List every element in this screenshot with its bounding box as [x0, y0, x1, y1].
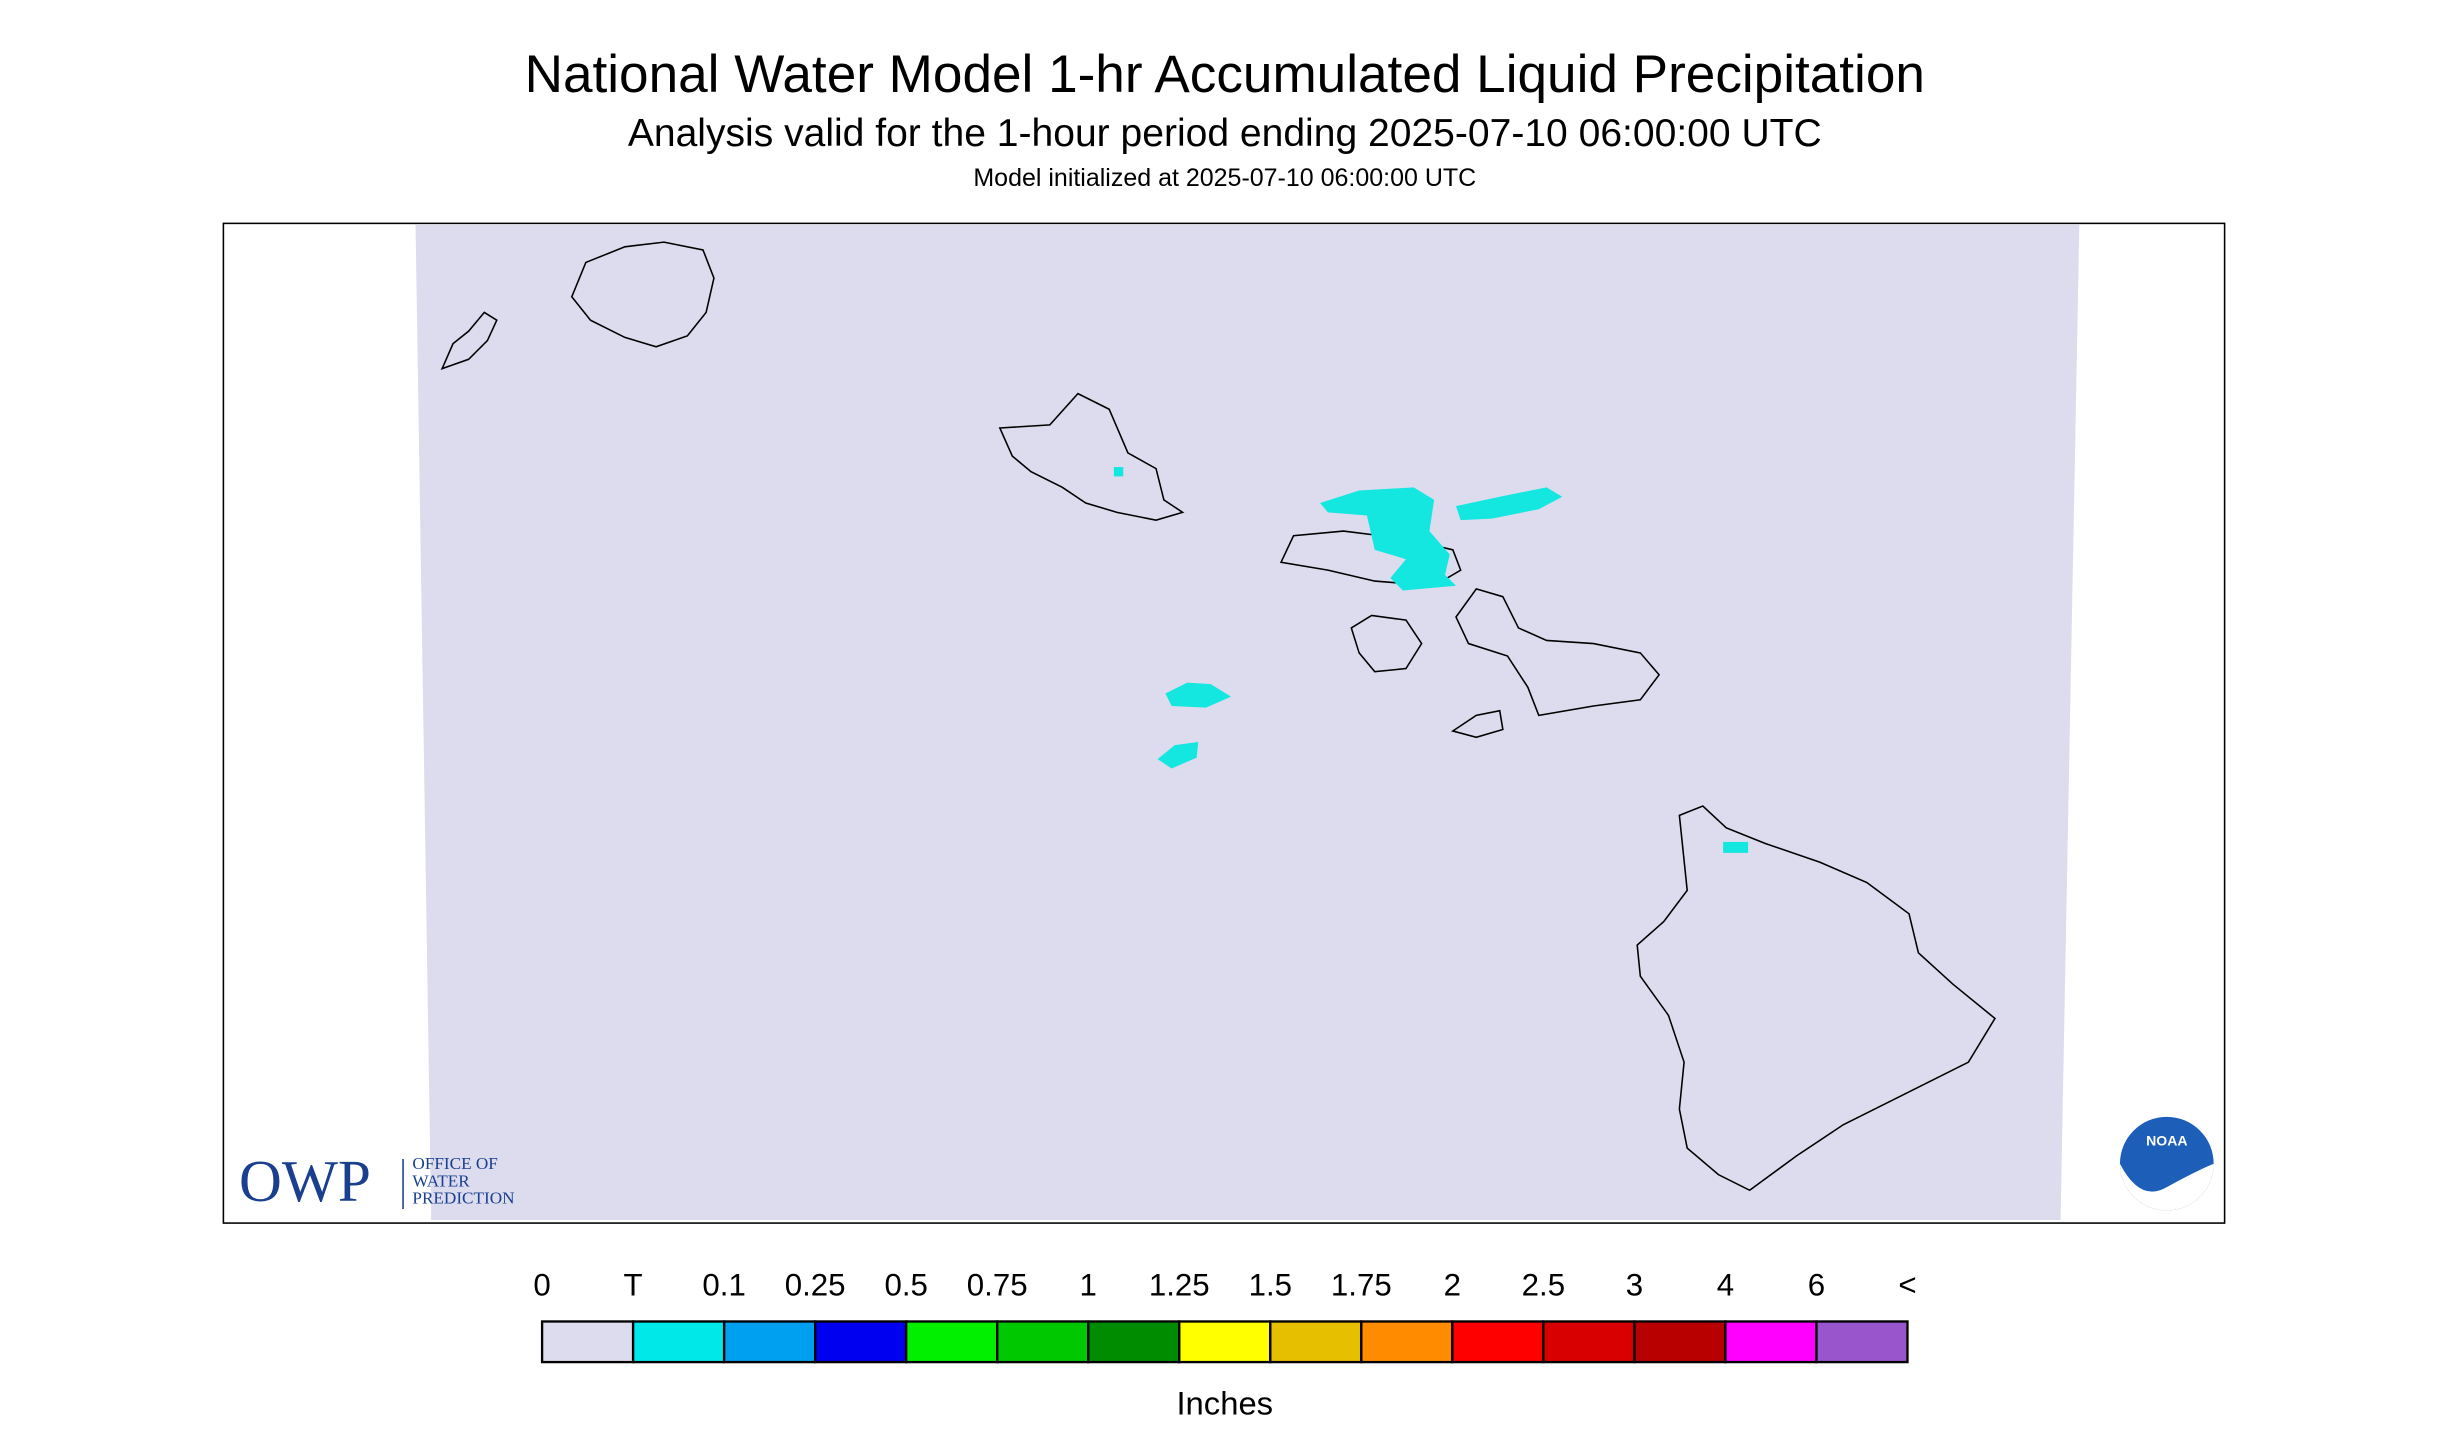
noaa-logo-wave	[2119, 1163, 2214, 1211]
subtitle: Analysis valid for the 1-hour period end…	[628, 112, 1822, 155]
owp-line: PREDICTION	[412, 1189, 514, 1208]
legend-swatch	[1633, 1320, 1727, 1364]
noaa-logo-text: NOAA	[2146, 1133, 2187, 1149]
legend-swatch	[1815, 1320, 1909, 1364]
legend-label: 1.25	[1149, 1267, 1210, 1302]
legend-swatch	[631, 1320, 726, 1364]
legend-swatch	[1269, 1320, 1363, 1364]
legend-label: 2	[1444, 1267, 1461, 1302]
legend-swatch	[540, 1320, 635, 1364]
kahoolawe	[1450, 709, 1504, 739]
legend-label: 0	[533, 1267, 550, 1302]
init-note: Model initialized at 2025-07-10 06:00:00…	[973, 164, 1476, 192]
oahu	[998, 392, 1185, 521]
legend-label: 0.5	[884, 1267, 927, 1302]
legend-label: 1.5	[1249, 1267, 1292, 1302]
model-domain	[415, 224, 2080, 1220]
legend-label: 1.75	[1331, 1267, 1392, 1302]
legend-label: 0.75	[967, 1267, 1028, 1302]
islands	[440, 241, 1996, 1192]
rain-area	[1320, 487, 1456, 591]
legend-label: 0.1	[702, 1267, 745, 1302]
legend-swatch	[1451, 1320, 1545, 1364]
legend-swatch	[1542, 1320, 1636, 1364]
niihau	[440, 311, 498, 370]
legend-swatch	[1360, 1320, 1454, 1364]
rain-area	[1165, 682, 1232, 708]
legend-swatch	[1724, 1320, 1818, 1364]
kauai	[570, 241, 715, 348]
legend-unit: Inches	[1176, 1384, 1273, 1421]
legend-swatch	[1087, 1320, 1181, 1364]
owp-logo: OWP	[239, 1148, 371, 1214]
legend-label: 3	[1626, 1267, 1643, 1302]
legend-swatch	[813, 1320, 908, 1364]
legend: 0 T 0.1 0.25 0.5 0.75 1 1.25 1.5 1.75 2 2.5 3 4 6 <	[533, 1267, 1917, 1364]
legend-swatch	[722, 1320, 817, 1364]
legend-label: 2.5	[1522, 1267, 1565, 1302]
legend-label: 0.25	[785, 1267, 846, 1302]
legend-swatch	[1178, 1320, 1272, 1364]
owp-line: OFFICE OF	[412, 1154, 497, 1173]
molokai	[1279, 530, 1462, 587]
rain-area	[1113, 467, 1124, 477]
legend-label: 6	[1808, 1267, 1825, 1302]
rain-area	[1455, 487, 1563, 521]
hawaii-island	[1636, 805, 1996, 1192]
legend-label: 1	[1080, 1267, 1097, 1302]
legend-label: T	[624, 1267, 643, 1302]
lanai	[1350, 614, 1423, 673]
maui	[1455, 587, 1661, 717]
rain-area	[1157, 741, 1199, 769]
legend-label: <	[1898, 1267, 1916, 1302]
legend-label: 4	[1717, 1267, 1734, 1302]
legend-swatch	[905, 1320, 999, 1364]
title: National Water Model 1-hr Accumulated Li…	[525, 45, 1925, 104]
precipitation-areas	[1113, 467, 1749, 853]
owp-line: WATER	[412, 1171, 470, 1190]
rain-area	[1723, 841, 1749, 853]
legend-swatch	[996, 1320, 1090, 1364]
